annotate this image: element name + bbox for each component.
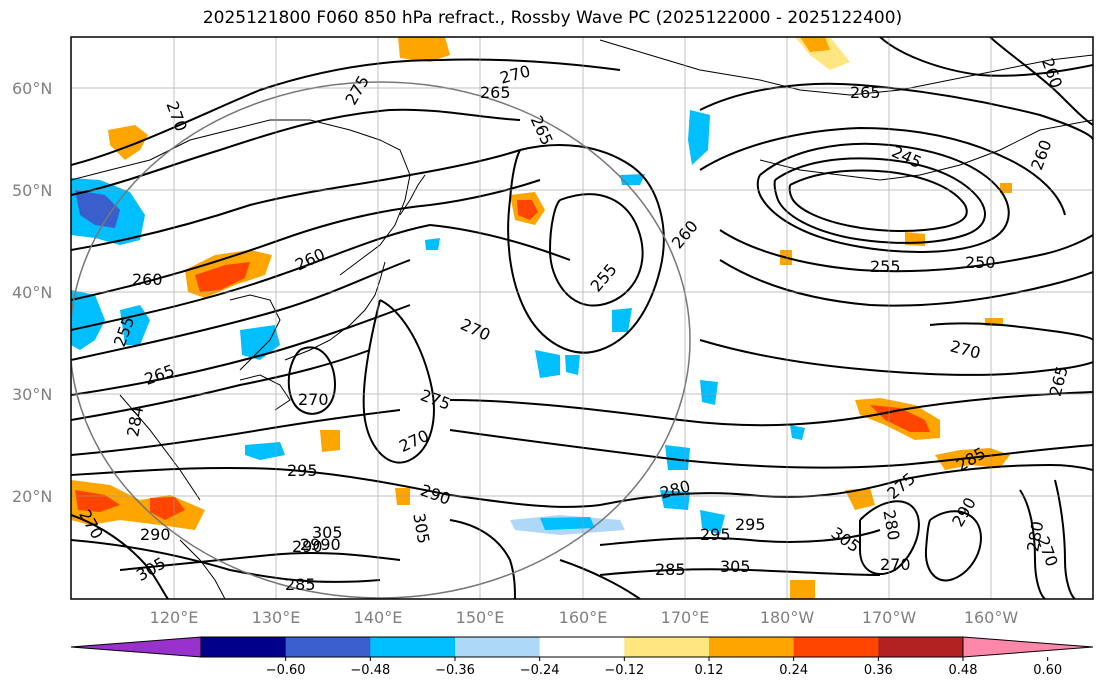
colorbar-tick-label: 0.12 [695,663,724,678]
contour-label: 270 [880,555,911,574]
colorbar-bin [285,637,371,657]
lat-label: 20°N [12,487,52,506]
contour-label: 260 [132,270,163,289]
lon-label: 150°E [456,608,505,627]
neg-patch [688,110,710,165]
colorbar-bin [624,637,710,657]
neg-patch [612,308,632,332]
neg-patch [245,442,285,460]
colorbar-tick-label: −0.48 [350,663,390,678]
lat-label: 40°N [12,283,52,302]
pos-patch [150,497,185,520]
contour-label: 290 [292,537,323,556]
contour-lines [71,37,1093,599]
contour-label: 305 [720,557,751,576]
pos-patch [71,480,205,530]
lat-label: 60°N [12,79,52,98]
colorbar-tick-label: 0.24 [779,663,808,678]
pos-patch [870,405,930,432]
pos-patch [398,37,450,62]
colorbar: −0.60 −0.48 −0.36 −0.24 −0.12 0.12 0.24 0.36 0.4… [70,636,1094,678]
lon-label: 120°E [150,608,199,627]
lon-label: 130°E [252,608,301,627]
colorbar-bin [878,637,964,657]
lon-label: 170°W [862,608,917,627]
colorbar-extend-high [962,636,1094,658]
colorbar-bin [201,637,287,657]
lon-label: 160°E [559,608,608,627]
colorbar-tick-label: −0.24 [520,663,560,678]
colorbar-tick-label: 0.48 [949,663,978,678]
map-background [71,37,1093,599]
neg-patch [75,190,120,228]
neg-patch [665,445,690,470]
lon-label: 170°E [661,608,710,627]
contour-label: 295 [287,461,318,480]
contour-label: 270 [298,390,329,409]
colorbar-tick-label: 0.36 [864,663,893,678]
lat-label: 30°N [12,385,52,404]
pos-patch [800,37,830,52]
colorbar-bin [793,637,879,657]
neg-patch [790,425,805,440]
colorbar-extend-low [70,636,202,658]
neg-patch [71,290,105,350]
colorbar-tick-label: −0.60 [266,663,306,678]
neg-patch [565,355,580,375]
projection-circle [71,81,691,599]
pos-patch [790,580,815,599]
pos-patch [108,125,148,160]
neg-patch [700,380,718,405]
colorbar-tick-label: −0.36 [435,663,475,678]
shading-layer [71,37,1012,599]
pos-patch [195,262,250,292]
lon-axis: 120°E 130°E 140°E 150°E 160°E 170°E 180°… [150,608,1019,627]
colorbar-bin [455,637,541,657]
contour-label: 2990 [300,535,341,554]
pos-patch [517,200,538,220]
contour-label: 255 [870,257,901,276]
contour-label: 305 [312,523,343,542]
colorbar-outline [200,636,964,658]
colorbar-bin [709,637,795,657]
contour-label: 285 [655,560,686,579]
neg-patch [535,350,560,378]
neg-patch [540,517,595,530]
colorbar-tick-label: −0.12 [604,663,644,678]
colorbar-bin [539,637,625,657]
contour-label: 295 [700,525,731,544]
lon-label: 180°W [760,608,815,627]
contour-label: 285 [285,575,316,594]
neg-patch [425,238,440,250]
gridlines [71,37,1093,599]
pos-patch [320,430,340,452]
lon-label: 140°E [354,608,403,627]
colorbar-bin [370,637,456,657]
lon-label: 160°W [964,608,1019,627]
contour-label: 295 [735,515,766,534]
contour-label: 250 [965,253,996,272]
pos-patch [845,488,875,510]
contour-label: 265 [480,83,511,102]
map-frame [70,36,1094,600]
contour-label: 290 [140,525,171,544]
lat-label: 50°N [12,181,52,200]
lat-axis: 60°N 50°N 40°N 30°N 20°N [12,79,52,506]
map-title: 2025121800 F060 850 hPa refract., Rossby… [202,8,903,28]
colorbar-tick-label: 0.60 [1033,663,1062,678]
contour-label: 265 [850,83,881,102]
neg-patch [240,325,280,360]
neg-patch [700,510,725,535]
